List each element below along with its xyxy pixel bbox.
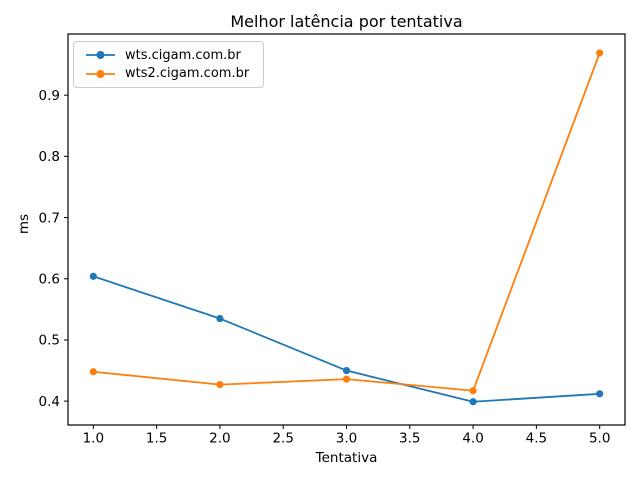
data-point-marker <box>342 366 351 375</box>
data-point-marker <box>596 49 604 57</box>
x-tick-label: 4.5 <box>526 431 547 447</box>
axes-frame <box>67 33 626 426</box>
series-line <box>93 52 601 392</box>
legend-item: wts.cigam.com.br <box>74 48 263 63</box>
legend-label: wts2.cigam.com.br <box>125 66 250 82</box>
x-tick-label: 3.5 <box>399 431 420 447</box>
legend-line-marker-icon <box>86 69 115 78</box>
x-tick-label: 1.0 <box>83 431 104 447</box>
legend-label: wts.cigam.com.br <box>125 47 241 63</box>
data-point-marker <box>469 387 477 395</box>
data-point-marker <box>216 314 224 323</box>
x-tick-label: 4.0 <box>462 431 483 447</box>
x-tick-label: 3.0 <box>336 431 357 447</box>
data-point-marker <box>469 398 477 406</box>
y-tick-label: 0.6 <box>39 271 60 287</box>
x-tick-label: 2.5 <box>272 431 293 447</box>
x-tick-label: 1.5 <box>146 431 167 447</box>
x-tick-label: 2.0 <box>209 431 230 447</box>
y-tick-label: 0.7 <box>39 210 60 226</box>
x-tick-label: 5.0 <box>589 431 610 447</box>
legend-line-marker-icon <box>86 51 115 60</box>
y-axis-label: ms <box>16 213 32 235</box>
data-point-marker <box>89 272 97 280</box>
y-tick-label: 0.8 <box>39 149 60 165</box>
data-point-marker <box>342 375 351 383</box>
y-tick-label: 0.9 <box>39 88 60 104</box>
legend: wts.cigam.com.br wts2.cigam.com.br <box>73 41 264 88</box>
data-point-marker <box>596 390 604 398</box>
series-line <box>93 275 600 403</box>
x-axis-label: Tentativa <box>315 450 378 466</box>
data-point-marker <box>216 381 224 389</box>
chart-title: Melhor latência por tentativa <box>230 12 463 31</box>
y-tick-label: 0.4 <box>39 394 60 410</box>
data-point-marker <box>89 368 97 376</box>
legend-item: wts2.cigam.com.br <box>74 66 263 81</box>
y-tick-label: 0.5 <box>39 333 60 349</box>
